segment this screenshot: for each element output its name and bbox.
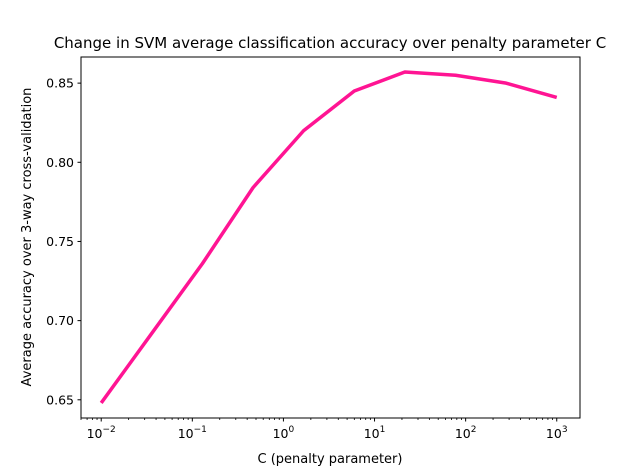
x-tick-label: 10−1 [178, 425, 207, 441]
plot-area-frame [80, 56, 581, 419]
x-tick-label: 102 [455, 425, 477, 441]
x-tick-label: 101 [364, 425, 386, 441]
series-line [99, 70, 558, 404]
y-axis: 0.65 0.70 0.75 0.80 0.85 [46, 76, 81, 407]
chart-title: Change in SVM average classification acc… [54, 34, 606, 52]
y-axis-label: Average accuracy over 3-way cross-valida… [20, 88, 35, 387]
x-tick-label: 100 [273, 425, 295, 441]
x-axis-label: C (penalty parameter) [258, 452, 403, 467]
y-tick-label: 0.80 [46, 155, 74, 170]
y-tick-label: 0.85 [46, 76, 74, 91]
y-tick-label: 0.70 [46, 313, 74, 328]
y-tick-label: 0.75 [46, 234, 74, 249]
x-tick-label: 103 [546, 425, 568, 441]
x-axis: 10−2 10−1 100 101 102 103 [80, 418, 568, 441]
y-tick-label: 0.65 [46, 392, 74, 407]
series-lines [99, 70, 558, 404]
x-tick-label: 10−2 [87, 425, 116, 441]
